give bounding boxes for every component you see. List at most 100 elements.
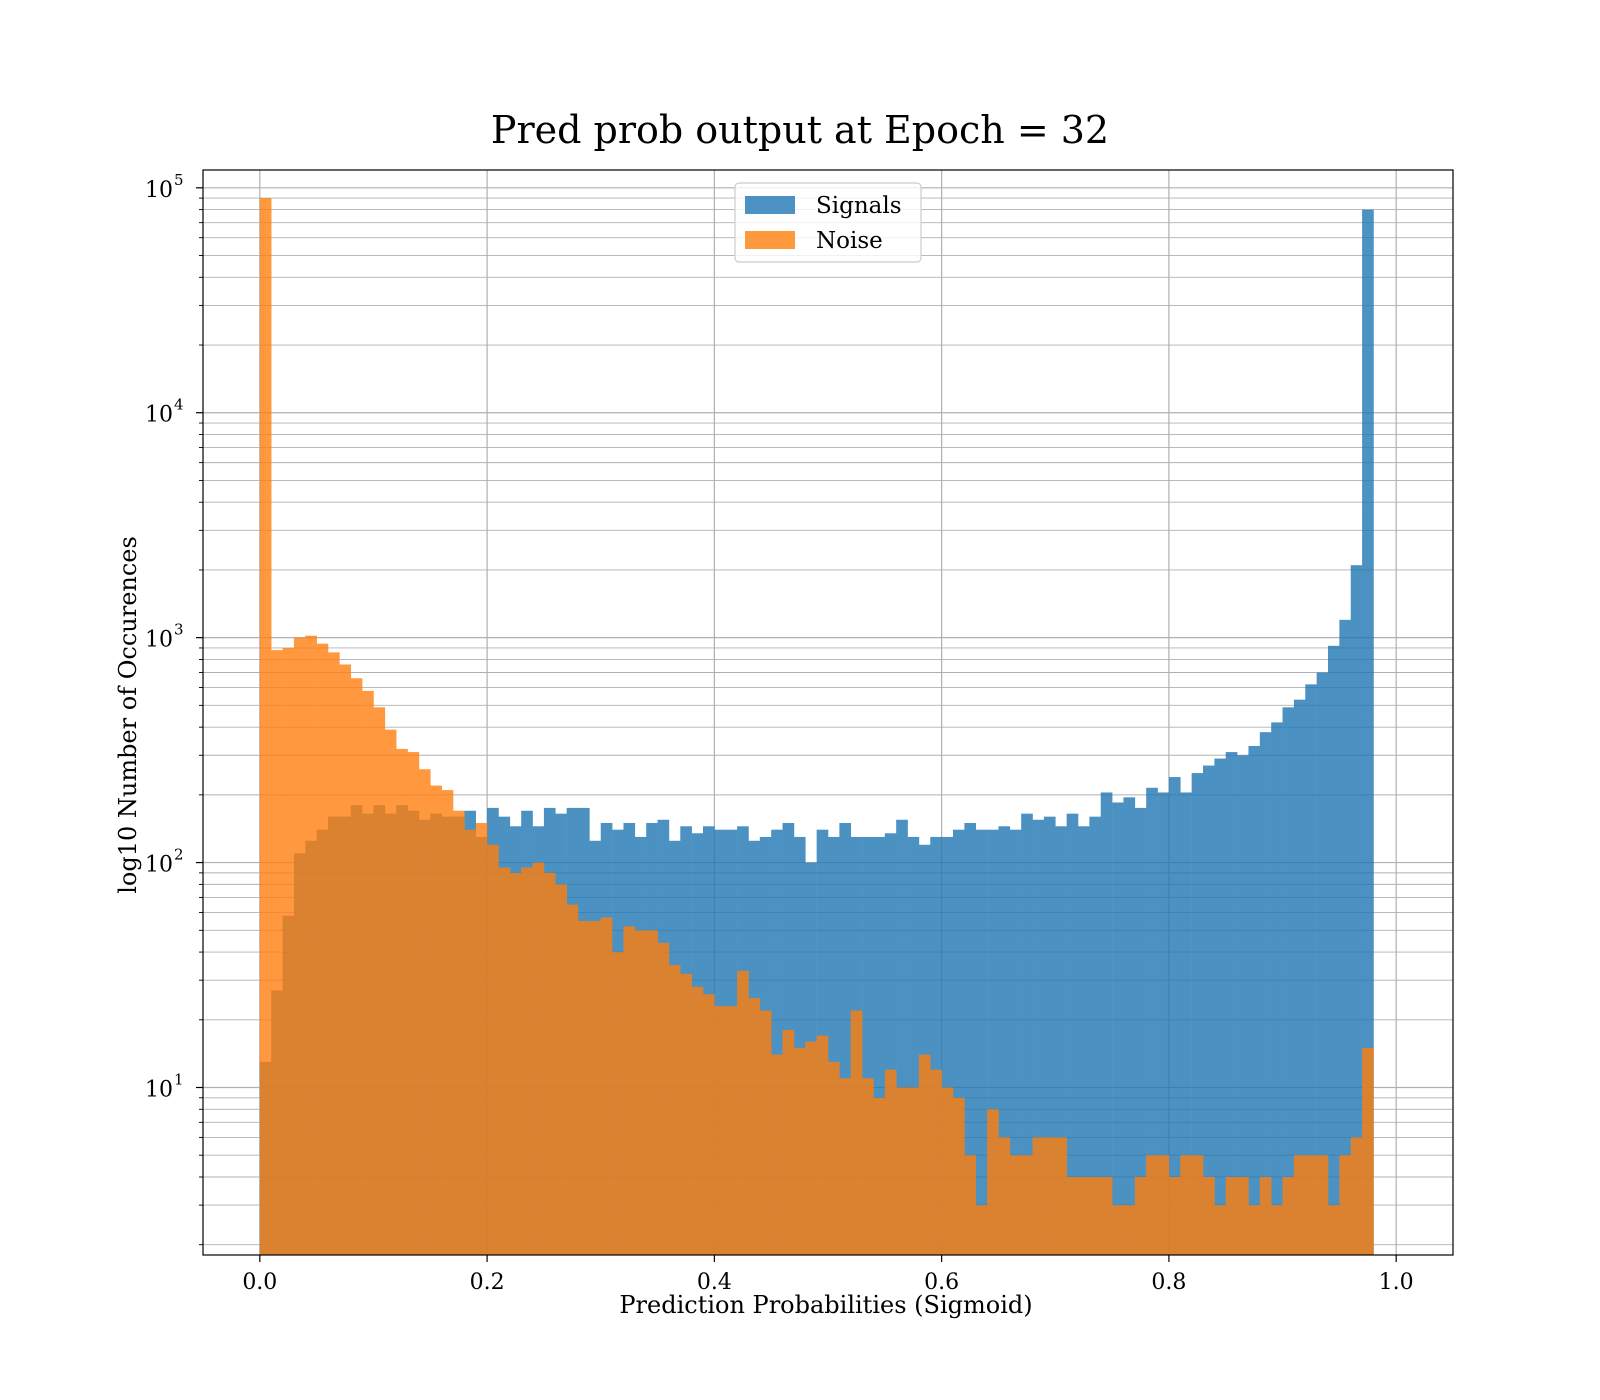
bar-noise xyxy=(1100,1177,1113,1255)
bar-noise xyxy=(1339,1155,1352,1255)
bar-noise xyxy=(793,1047,806,1255)
chart-title: Pred prob output at Epoch = 32 xyxy=(491,108,1109,152)
bar-noise xyxy=(1134,1177,1147,1255)
bar-noise xyxy=(782,1030,795,1255)
bar-noise xyxy=(1350,1137,1363,1255)
bar-noise xyxy=(543,872,556,1255)
bar-signals xyxy=(1032,819,1045,1255)
bar-signals xyxy=(1271,722,1283,1255)
bar-noise xyxy=(350,678,363,1255)
bar-noise xyxy=(1203,1177,1215,1255)
bar-signals xyxy=(1362,209,1374,1255)
bar-noise xyxy=(646,930,658,1255)
bar-noise xyxy=(1009,1155,1022,1255)
legend-label-signals: Signals xyxy=(816,193,902,219)
bar-noise xyxy=(271,650,283,1255)
x-tick-label: 0.0 xyxy=(242,1270,277,1295)
bar-signals xyxy=(1328,645,1340,1255)
bar-noise xyxy=(1214,1205,1227,1255)
series-noise-bars xyxy=(259,198,1374,1255)
bar-noise xyxy=(487,844,499,1255)
bar-noise xyxy=(282,647,295,1255)
bars xyxy=(259,198,1374,1255)
plot-frame xyxy=(202,169,1454,1256)
bar-signals xyxy=(1146,787,1158,1255)
bar-signals xyxy=(953,829,965,1255)
bar-noise xyxy=(873,1097,886,1255)
bar-signals xyxy=(1203,765,1215,1255)
bar-signals xyxy=(975,829,988,1255)
bar-noise xyxy=(316,643,329,1255)
bar-signals xyxy=(896,819,908,1255)
bar-signals xyxy=(1225,752,1238,1255)
bar-noise xyxy=(839,1078,852,1255)
bar-signals xyxy=(1089,816,1102,1255)
bar-noise xyxy=(1043,1137,1056,1255)
y-tick-label: 10 xyxy=(145,178,173,203)
bar-noise xyxy=(1259,1177,1272,1255)
bar-signals xyxy=(1316,672,1329,1255)
bar-noise xyxy=(407,752,420,1255)
bar-signals xyxy=(907,836,920,1255)
bar-signals xyxy=(1305,684,1317,1255)
bar-noise xyxy=(1271,1205,1283,1255)
bar-noise xyxy=(1032,1137,1045,1255)
bar-signals xyxy=(1100,792,1113,1255)
bar-noise xyxy=(1112,1205,1124,1255)
bar-signals xyxy=(1237,755,1249,1255)
bar-noise xyxy=(987,1109,999,1255)
bar-noise xyxy=(896,1087,908,1255)
bar-signals xyxy=(1078,826,1090,1255)
bar-noise xyxy=(1078,1177,1090,1255)
bar-noise xyxy=(998,1137,1011,1255)
bar-noise xyxy=(566,904,579,1255)
bar-noise xyxy=(964,1155,977,1255)
bar-noise xyxy=(1157,1155,1170,1255)
bar-noise xyxy=(259,198,272,1255)
bar-noise xyxy=(1168,1177,1181,1255)
bar-noise xyxy=(771,1054,783,1255)
bar-noise xyxy=(862,1078,874,1255)
bar-signals xyxy=(998,826,1011,1255)
bar-noise xyxy=(1123,1205,1136,1255)
bar-signals xyxy=(1282,707,1295,1255)
bar-noise xyxy=(657,942,670,1255)
bar-noise xyxy=(1328,1205,1340,1255)
bar-noise xyxy=(1225,1177,1238,1255)
legend-swatch-noise xyxy=(745,231,795,249)
bar-noise xyxy=(555,884,567,1255)
legend-swatch-signals xyxy=(745,196,795,214)
bar-noise xyxy=(362,690,374,1255)
y-tick-exponent: 3 xyxy=(174,621,184,639)
bar-noise xyxy=(1237,1177,1249,1255)
bar-noise xyxy=(521,867,533,1255)
bar-signals xyxy=(1339,619,1352,1255)
y-tick-exponent: 2 xyxy=(174,846,184,864)
bar-noise xyxy=(759,1010,772,1255)
bar-noise xyxy=(1293,1155,1306,1255)
bar-signals xyxy=(1009,829,1022,1255)
bar-noise xyxy=(396,748,408,1255)
bar-noise xyxy=(884,1069,897,1255)
bar-noise xyxy=(907,1087,920,1255)
bar-noise xyxy=(1021,1155,1033,1255)
bar-signals xyxy=(1021,813,1033,1255)
bar-signals xyxy=(1168,777,1181,1255)
bar-noise xyxy=(578,920,590,1255)
bar-signals xyxy=(1043,816,1056,1255)
bar-noise xyxy=(293,637,306,1255)
bar-noise xyxy=(475,822,488,1255)
bar-signals xyxy=(918,844,931,1255)
bar-noise xyxy=(612,952,624,1255)
x-tick-label: 0.4 xyxy=(697,1270,732,1295)
bar-signals xyxy=(828,836,840,1255)
bar-noise xyxy=(930,1069,942,1255)
bar-noise xyxy=(305,635,317,1255)
bar-noise xyxy=(816,1035,829,1255)
bar-noise xyxy=(737,970,749,1255)
bar-noise xyxy=(1305,1155,1317,1255)
bar-noise xyxy=(1146,1155,1158,1255)
bar-noise xyxy=(1180,1155,1192,1255)
bar-noise xyxy=(498,867,511,1255)
